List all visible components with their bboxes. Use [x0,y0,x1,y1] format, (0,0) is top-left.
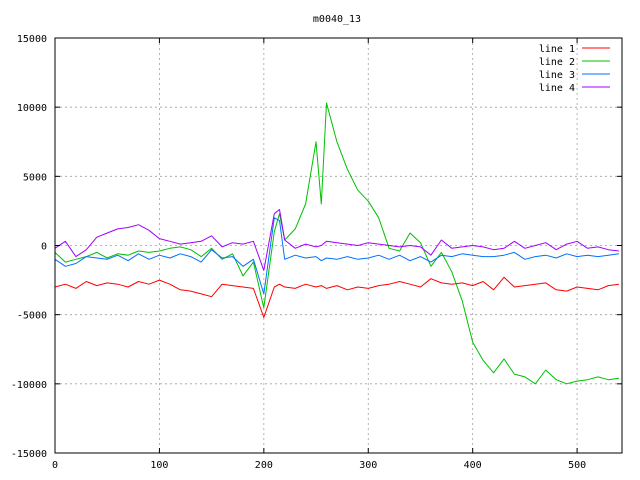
y-tick-label: 10000 [17,103,47,114]
y-tick-label: -15000 [11,449,47,460]
y-tick-label: 15000 [17,34,47,45]
legend-label: line 4 [539,83,575,94]
series-line-3 [54,217,619,295]
series-line-1 [54,276,619,318]
x-tick-label: 300 [359,460,377,471]
x-tick-label: 100 [150,460,168,471]
grid [55,38,622,453]
legend-label: line 3 [539,70,575,81]
series-line-2 [54,102,619,385]
y-tick-label: -5000 [17,311,47,322]
x-tick-label: 500 [568,460,586,471]
chart-title: m0040_13 [313,14,361,25]
x-tick-label: 0 [52,460,58,471]
y-tick-label: -10000 [11,380,47,391]
legend-label: line 1 [539,44,575,55]
legend: line 1 line 2 line 3 line 4 [539,44,610,94]
y-tick-label: 0 [41,242,47,253]
axes: 0 100 200 300 400 500 -15000 -10000 -5000 0 5000 10… [11,34,622,471]
series-line-4 [54,209,619,271]
series-layer [54,102,619,385]
x-tick-label: 200 [255,460,273,471]
legend-label: line 2 [539,57,575,68]
y-tick-label: 5000 [23,172,47,183]
x-tick-label: 400 [464,460,482,471]
